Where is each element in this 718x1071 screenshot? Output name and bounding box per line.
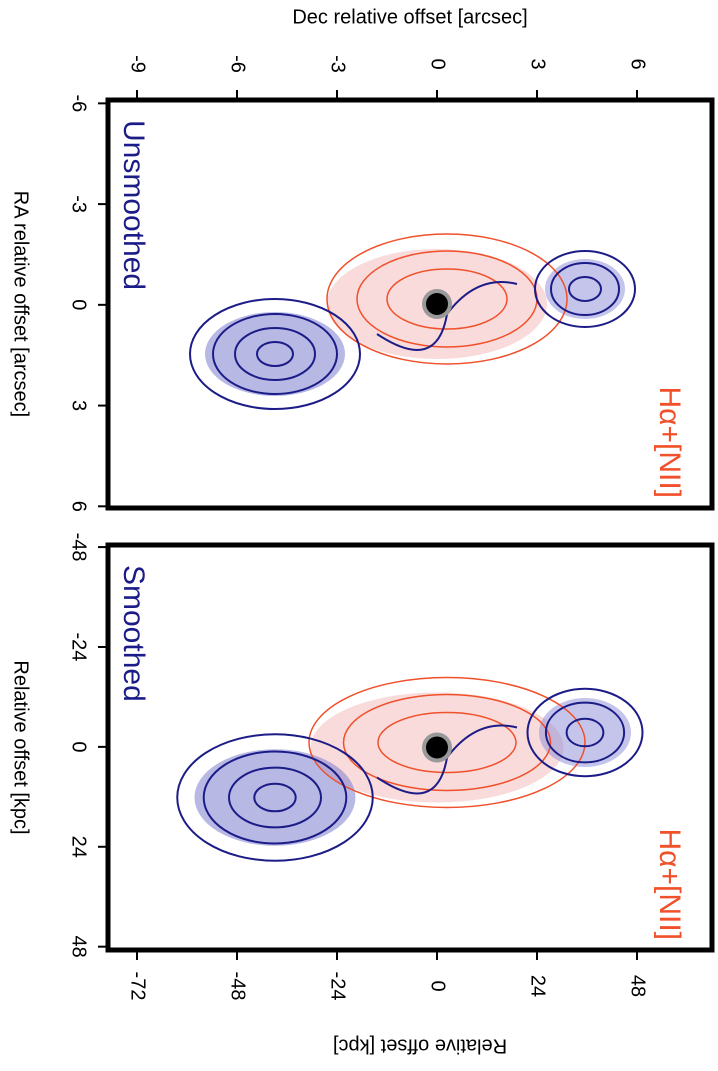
x-tick-label: -3 bbox=[327, 55, 349, 73]
blue-contour bbox=[212, 313, 338, 395]
x-tick-label: -72 bbox=[127, 972, 149, 1001]
blue-contour bbox=[550, 262, 620, 316]
x-tick-label: -6 bbox=[227, 55, 249, 73]
x-tick-label: -9 bbox=[127, 55, 149, 73]
panel-label: Smoothed bbox=[117, 565, 150, 702]
x-tick-label: 0 bbox=[427, 58, 449, 69]
x-tick-label: -48 bbox=[227, 972, 249, 1001]
blue-emission bbox=[205, 312, 345, 396]
x-axis-title: Dec relative offset [arcsec] bbox=[292, 6, 527, 28]
blue-contour bbox=[253, 782, 297, 813]
red-contour bbox=[377, 711, 517, 774]
line-label: Hα+[NII] bbox=[653, 386, 686, 498]
y-tick-label: -48 bbox=[68, 533, 90, 562]
x-tick-label: 48 bbox=[627, 975, 649, 997]
blue-emission bbox=[194, 749, 356, 846]
blue-contour bbox=[256, 341, 294, 367]
y-tick-label: -6 bbox=[68, 94, 90, 112]
x-tick-label: 3 bbox=[527, 58, 549, 69]
y-axis-title: RA relative offset [arcsec] bbox=[10, 191, 32, 417]
line-label: Hα+[NII] bbox=[653, 828, 686, 940]
red-contour bbox=[326, 233, 568, 365]
blue-contour bbox=[565, 717, 605, 748]
blue-contour bbox=[544, 701, 626, 764]
x-tick-label: 24 bbox=[527, 975, 549, 997]
blue-contour bbox=[234, 327, 316, 381]
blue-contour bbox=[189, 298, 361, 410]
panel-label: Unsmoothed bbox=[117, 120, 150, 290]
red-contour bbox=[308, 676, 586, 809]
y-tick-label: 6 bbox=[68, 501, 90, 512]
y-axis-title: Relative offset [kpc] bbox=[10, 660, 32, 834]
y-tick-label: 0 bbox=[68, 741, 90, 752]
panel-image bbox=[176, 676, 644, 862]
blue-emission bbox=[539, 698, 631, 767]
y-tick-label: 3 bbox=[68, 400, 90, 411]
x-tick-label: 0 bbox=[427, 980, 449, 991]
blue-emission bbox=[545, 259, 625, 319]
red-contour bbox=[342, 693, 552, 792]
nucleus bbox=[426, 293, 448, 315]
y-tick-label: 24 bbox=[68, 836, 90, 858]
x-tick-label: -24 bbox=[327, 972, 349, 1001]
red-contour bbox=[386, 268, 508, 330]
nucleus bbox=[426, 736, 448, 759]
x-tick-label: 6 bbox=[627, 58, 649, 69]
y-tick-label: -24 bbox=[68, 633, 90, 662]
blue-contour bbox=[568, 276, 602, 302]
blue-contour bbox=[526, 687, 644, 778]
panel-image bbox=[189, 233, 636, 410]
blue-contour bbox=[202, 750, 348, 845]
x-axis-title: Relative offset [kpc] bbox=[333, 1035, 507, 1057]
y-tick-label: 48 bbox=[68, 936, 90, 958]
blue-contour bbox=[534, 250, 636, 328]
blue-contour bbox=[228, 766, 322, 829]
y-tick-label: 0 bbox=[68, 299, 90, 310]
y-tick-label: -3 bbox=[68, 195, 90, 213]
blue-contour bbox=[176, 733, 374, 862]
